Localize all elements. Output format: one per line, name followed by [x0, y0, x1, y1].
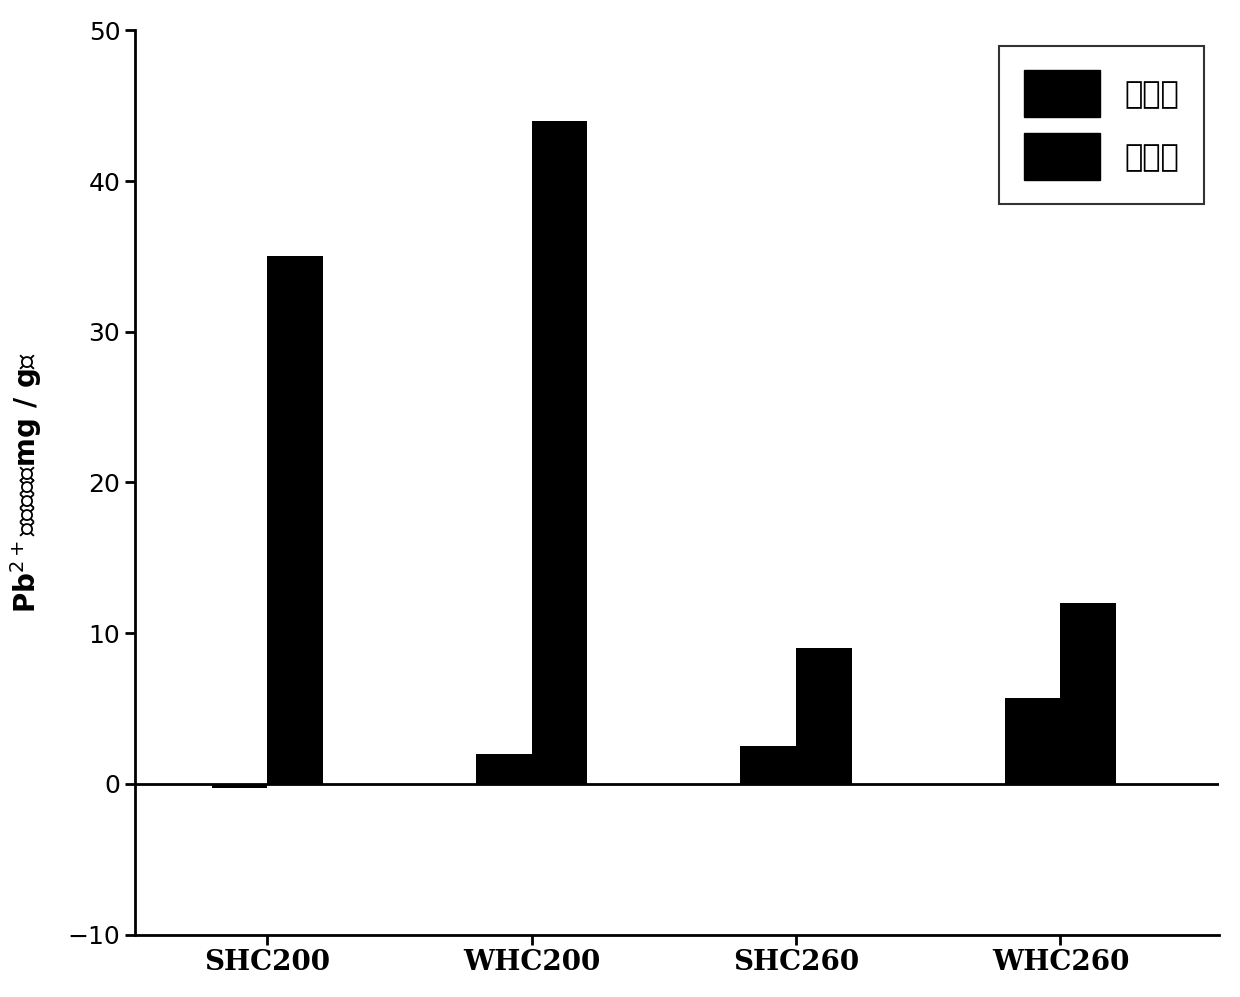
Bar	[532, 121, 587, 784]
Bar	[1004, 698, 1060, 784]
Bar	[212, 784, 267, 789]
Bar	[476, 754, 532, 784]
Bar	[1060, 603, 1116, 784]
Text: Pb$^{2+}$吸附能力（mg / g）: Pb$^{2+}$吸附能力（mg / g）	[9, 352, 45, 613]
Bar	[740, 746, 796, 784]
Bar	[267, 256, 322, 784]
Bar	[796, 648, 852, 784]
Legend: 改良前, 改良后: 改良前, 改良后	[999, 46, 1204, 204]
